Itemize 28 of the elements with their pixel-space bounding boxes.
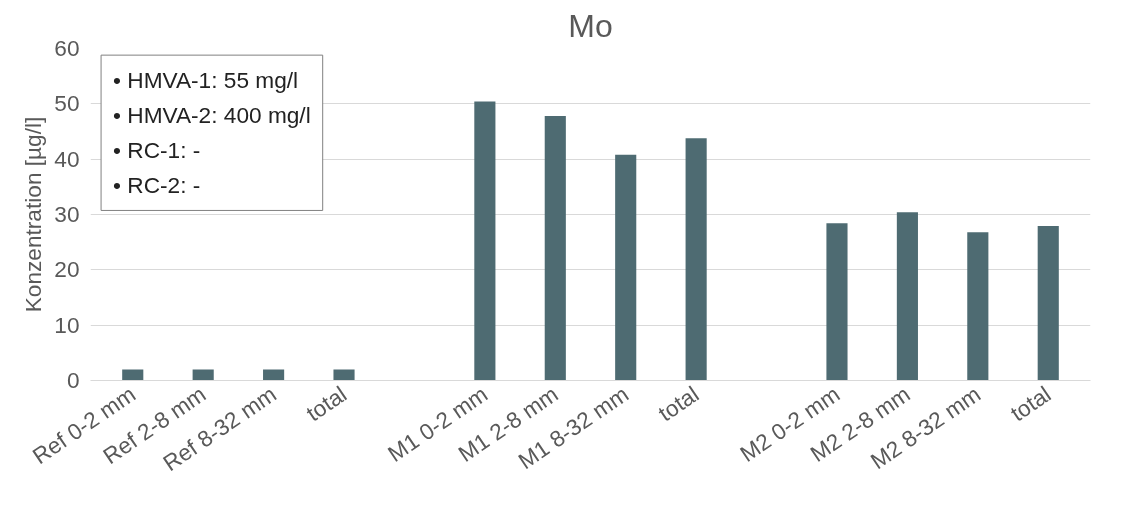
bar bbox=[1037, 226, 1059, 381]
bar bbox=[967, 232, 989, 381]
bar bbox=[263, 369, 285, 381]
bar bbox=[333, 369, 355, 381]
y-tick-label: 50 bbox=[54, 90, 80, 117]
x-tick-label: total bbox=[301, 380, 352, 427]
annotation: • HMVA-2: 400 mg/l bbox=[113, 102, 311, 129]
bar bbox=[122, 369, 144, 381]
y-tick-label: 20 bbox=[54, 256, 80, 283]
y-tick-label: 40 bbox=[54, 145, 80, 172]
bar bbox=[544, 116, 566, 381]
bar bbox=[615, 154, 637, 381]
y-tick-label: 60 bbox=[54, 35, 80, 61]
bar bbox=[685, 138, 707, 381]
y-tick-label: 10 bbox=[54, 311, 80, 338]
x-tick-label: total bbox=[1005, 380, 1056, 427]
y-tick-label: 0 bbox=[66, 367, 80, 393]
bar bbox=[896, 212, 918, 381]
annotation: • RC-2: - bbox=[113, 172, 201, 199]
chart-title: Mo bbox=[568, 7, 613, 44]
annotation: • RC-1: - bbox=[113, 137, 201, 164]
bar bbox=[474, 101, 496, 381]
y-tick-label: 30 bbox=[54, 201, 80, 227]
annotation: • HMVA-1: 55 mg/l bbox=[113, 67, 299, 94]
bar bbox=[192, 369, 214, 381]
y-axis-title: Konzentration [µg/l] bbox=[20, 116, 47, 313]
bar bbox=[826, 223, 848, 381]
x-tick-label: total bbox=[653, 380, 704, 427]
